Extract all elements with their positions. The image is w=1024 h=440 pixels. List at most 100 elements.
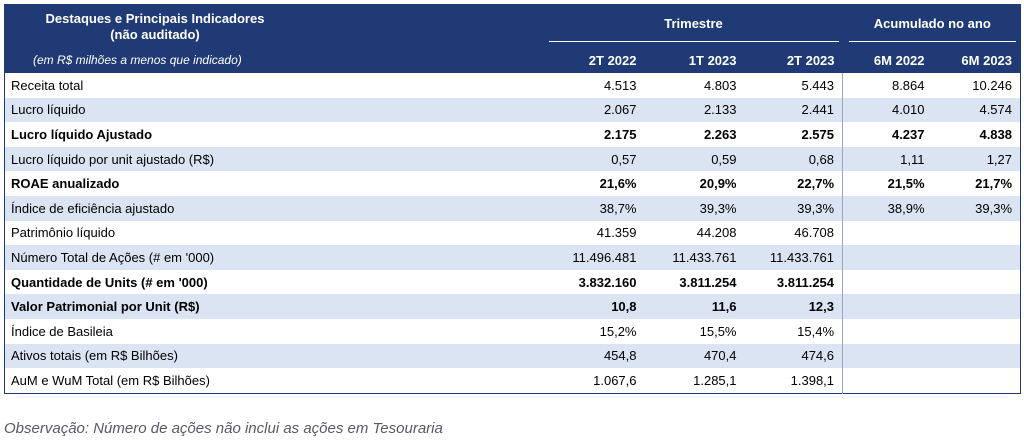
table-row: Patrimônio líquido 41.359 44.208 46.708 (5, 220, 1021, 246)
row-value: 2.175 (603, 126, 637, 142)
table-row: Lucro líquido 2.067 2.133 2.441 4.010 4.574 (4, 97, 1021, 123)
row-value: 1.067,6 (593, 372, 637, 388)
column-header: 2T 2023 (786, 52, 835, 68)
row-value: 15,4% (797, 323, 835, 339)
row-value (842, 294, 933, 319)
row-value (933, 221, 1021, 246)
row-value (842, 318, 933, 344)
row-value: 3.811.254 (776, 274, 835, 290)
row-value: 2.133 (703, 102, 737, 118)
row-value: 38,7% (599, 200, 637, 216)
row-label: Número Total de Ações (# em '000) (11, 249, 215, 265)
table-row: Valor Patrimonial por Unit (R$) 10,8 11,6 1… (4, 294, 1021, 319)
row-value (842, 368, 933, 394)
table-header: Destaques e Principais Indicadores (não … (4, 4, 1021, 73)
row-value: 2.067 (603, 102, 637, 118)
row-value: 20,9% (699, 176, 737, 192)
row-value: 470,4 (703, 348, 737, 364)
row-value: 11.496.481 (572, 249, 637, 265)
row-label: Quantidade de Units (# em '000) (11, 274, 208, 290)
table-row: Quantidade de Units (# em '000) 3.832.160… (5, 269, 1021, 295)
table-row: Ativos totais (em R$ Bilhões) 454,8 470,4 4… (4, 343, 1021, 369)
row-value: 10,8 (611, 299, 637, 315)
row-label: ROAE anualizado (11, 176, 120, 192)
row-value: 4.574 (979, 102, 1013, 118)
row-value (933, 294, 1021, 319)
row-value: 3.832.160 (578, 274, 637, 290)
title-line-2: (não auditado) (110, 27, 200, 42)
table-row: Índice de Basileia 15,2% 15,5% 15,4% (5, 318, 1021, 344)
row-value: 39,3% (975, 200, 1013, 216)
row-value (933, 270, 1021, 295)
column-header: 2T 2022 (588, 52, 637, 68)
row-value: 15,2% (599, 323, 637, 339)
row-value: 15,5% (699, 323, 737, 339)
row-label: Valor Patrimonial por Unit (R$) (11, 299, 200, 315)
row-value: 0,59 (711, 151, 737, 167)
row-value: 0,57 (611, 151, 637, 167)
row-value: 474,6 (801, 348, 835, 364)
table-title: Destaques e Principais Indicadores (não … (5, 5, 543, 48)
row-label: Lucro líquido (11, 102, 86, 118)
row-value (842, 245, 933, 270)
row-value: 11,6 (711, 299, 737, 315)
row-value: 39,3% (797, 200, 835, 216)
row-value: 39,3% (699, 200, 737, 216)
row-value: 4.237 (842, 122, 933, 147)
table-row: Receita total 4.513 4.803 5.443 8.864 10.246 (5, 73, 1021, 98)
row-label: AuM e WuM Total (em R$ Bilhões) (11, 372, 210, 388)
row-value (933, 245, 1021, 270)
row-value: 21,7% (975, 176, 1013, 192)
group-header-quarter: Trimestre (543, 5, 843, 48)
title-line-1: Destaques e Principais Indicadores (45, 11, 265, 26)
row-value: 2.575 (801, 126, 835, 142)
row-value: 0,68 (808, 151, 835, 167)
row-label: Patrimônio líquido (11, 225, 116, 241)
table-row: ROAE anualizado 21,6% 20,9% 22,7% 21,5% 21,7% (5, 171, 1021, 196)
row-value: 11.433.761 (769, 249, 835, 265)
row-value (842, 343, 933, 369)
table-row: Índice de eficiência ajustado 38,7% 39,3% 3… (4, 195, 1021, 221)
row-value: 44.208 (696, 225, 737, 241)
row-value: 21,6% (599, 176, 637, 192)
row-value: 2.441 (801, 102, 835, 118)
row-value: 22,7% (797, 176, 835, 192)
row-value: 4.838 (979, 126, 1013, 142)
row-value: 4.010 (842, 97, 933, 123)
row-value (933, 368, 1021, 393)
row-value (842, 220, 933, 246)
row-value: 38,9% (842, 195, 933, 221)
indicators-table: Destaques e Principais Indicadores (não … (4, 4, 1022, 394)
row-value: 4.803 (703, 77, 737, 93)
row-value: 1.285,1 (693, 372, 737, 388)
row-value: 5.443 (801, 77, 835, 93)
row-value (842, 269, 933, 295)
row-value: 21,5% (842, 171, 933, 196)
row-value: 8.864 (842, 73, 933, 98)
table-body: Receita total 4.513 4.803 5.443 8.864 10.246 L… (4, 73, 1021, 394)
row-value: 11.433.761 (672, 249, 737, 265)
row-value: 1,27 (986, 151, 1013, 167)
row-value: 10.246 (972, 77, 1013, 93)
row-value: 4.513 (603, 77, 637, 93)
table-row: Lucro líquido por unit ajustado (R$) 0,57… (4, 146, 1021, 172)
table-subtitle: (em R$ milhões a menos que indicado) (33, 53, 242, 67)
indicators-table-container: Destaques e Principais Indicadores (não … (4, 4, 1022, 394)
row-value: 1,11 (842, 146, 933, 172)
row-value: 1.398,1 (790, 372, 835, 388)
column-header: 6M 2022 (873, 52, 925, 68)
row-label: Receita total (11, 77, 84, 93)
row-value: 41.359 (596, 225, 637, 241)
row-value: 454,8 (603, 348, 637, 364)
column-header: 6M 2023 (961, 52, 1013, 68)
row-label: Lucro líquido por unit ajustado (R$) (11, 151, 215, 167)
row-label: Índice de eficiência ajustado (11, 200, 175, 216)
table-row: Lucro líquido Ajustado 2.175 2.263 2.575 4.2… (5, 122, 1021, 147)
group-header-ytd: Acumulado no ano (843, 5, 1021, 48)
table-row: Número Total de Ações (# em '000) 11.496.… (4, 245, 1021, 270)
group-label-ytd: Acumulado no ano (848, 10, 1017, 42)
row-value: 2.263 (703, 126, 737, 142)
row-label: Índice de Basileia (11, 323, 113, 339)
row-value: 46.708 (794, 225, 835, 241)
column-header: 1T 2023 (688, 52, 737, 68)
